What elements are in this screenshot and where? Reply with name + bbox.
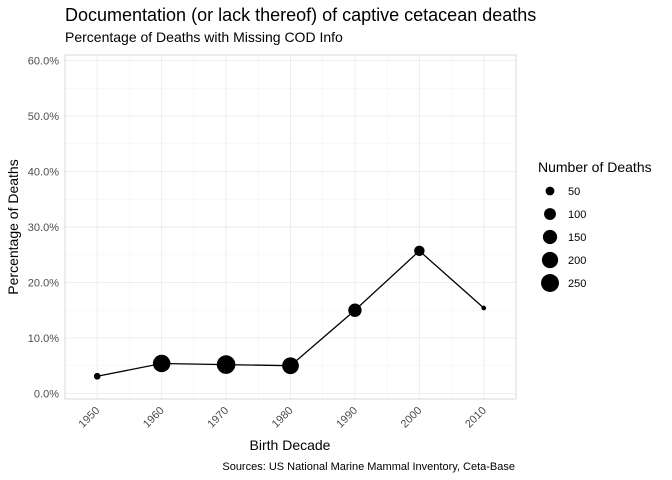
y-tick-label: 40.0% [28,167,59,179]
grid [65,55,516,399]
y-tick-label: 60.0% [28,56,59,68]
chart-title: Documentation (or lack thereof) of capti… [65,5,536,25]
x-axis-title: Birth Decade [250,437,331,453]
data-point [216,355,236,374]
legend-label: 150 [568,232,586,244]
legend-label: 250 [568,278,586,290]
x-tick-label: 1990 [334,405,360,431]
legend-key [545,186,555,196]
data-point [93,372,101,380]
legend-label: 100 [568,209,586,221]
data-point [152,354,171,373]
x-tick-label: 2010 [463,405,489,431]
data-point [348,303,362,317]
plot-panel [64,54,517,400]
y-tick-label: 20.0% [28,277,59,289]
x-tick-label: 1970 [205,405,231,431]
data-point [414,245,425,257]
legend: 50 100 150 200 250 [541,186,586,292]
y-tick-label: 50.0% [28,111,59,123]
legend-key [544,208,556,220]
x-tick-label: 1980 [270,405,296,431]
y-tick-label: 10.0% [28,333,59,345]
y-tick-label: 30.0% [28,222,59,234]
legend-key [542,229,558,245]
legend-key [541,251,559,269]
data-point [481,305,487,311]
y-axis-title: Percentage of Deaths [5,159,21,294]
data-point [282,357,299,375]
legend-label: 200 [568,255,586,267]
legend-label: 50 [568,186,580,198]
caption: Sources: US National Marine Mammal Inven… [222,461,515,473]
chart-subtitle: Percentage of Deaths with Missing COD In… [65,29,343,45]
y-axis-ticks: 0.0% 10.0% 20.0% 30.0% 40.0% 50.0% 60.0% [28,56,59,401]
x-axis-ticks: 1950 1960 1970 1980 1990 2000 2010 [77,405,489,431]
legend-key [541,274,559,292]
legend-title: Number of Deaths [538,159,652,175]
x-tick-label: 2000 [399,405,425,431]
points-layer [93,245,487,380]
x-tick-label: 1950 [77,405,103,431]
x-tick-label: 1960 [141,405,167,431]
y-tick-label: 0.0% [34,388,59,400]
